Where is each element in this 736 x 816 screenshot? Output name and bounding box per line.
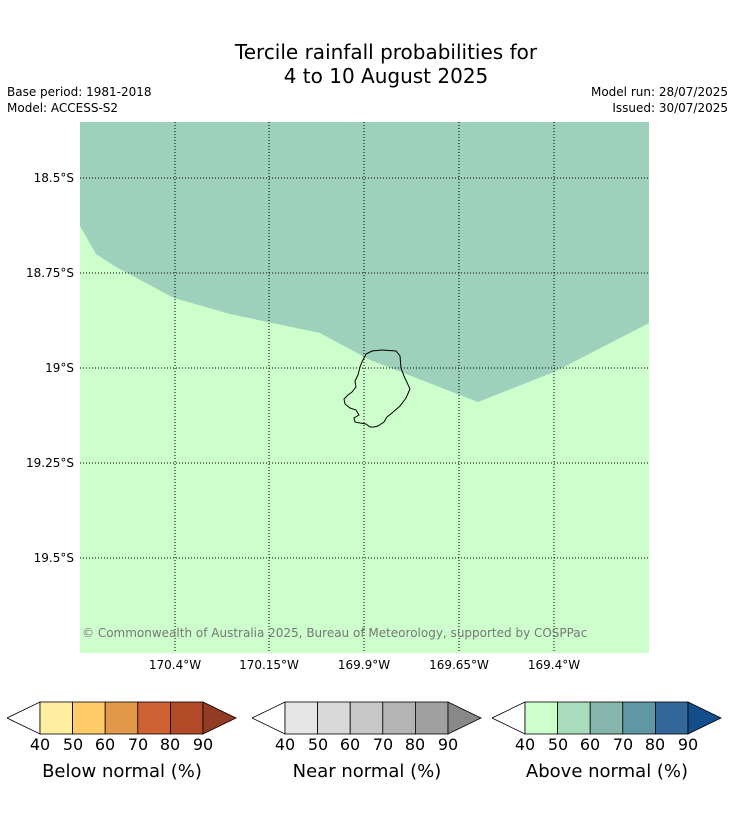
cb-below-tick-70: 70	[127, 735, 149, 754]
cb-below-tick-80: 80	[159, 735, 181, 754]
cb-above-tick-60: 60	[579, 735, 601, 754]
colorbar-swatch	[137, 701, 171, 735]
colorbar-swatch	[169, 701, 204, 735]
cb-near-label: Near normal (%)	[292, 761, 442, 782]
lat-label-18-75: 18.75°S	[26, 266, 74, 280]
cb-above-tick-90: 90	[677, 735, 699, 754]
colorbar-swatch	[654, 701, 689, 735]
colorbar-swatch	[317, 701, 351, 735]
colorbar-over-triangle	[202, 701, 237, 735]
lat-label-19-5: 19.5°S	[33, 551, 74, 565]
lat-label-19: 19°S	[45, 361, 74, 375]
cb-near-tick-40: 40	[274, 735, 296, 754]
colorbar-swatch	[72, 701, 106, 735]
cb-below-tick-60: 60	[94, 735, 116, 754]
lon-label-170-4: 170.4°W	[148, 658, 202, 672]
colorbar-swatch	[414, 701, 449, 735]
colorbar-below-normal-swatches	[6, 701, 237, 735]
cb-near-tick-80: 80	[404, 735, 426, 754]
colorbar-swatch	[104, 701, 139, 735]
colorbar-swatch	[39, 701, 73, 735]
lat-label-18-5: 18.5°S	[33, 171, 74, 185]
cb-below-label: Below normal (%)	[42, 761, 202, 782]
lon-label-169-4: 169.4°W	[527, 658, 581, 672]
map-panel: © Commonwealth of Australia 2025, Bureau…	[80, 122, 649, 653]
colorbar-near-normal: 40 50 60 70 80 90 Near normal (%)	[251, 700, 482, 790]
lon-label-169-65: 169.65°W	[429, 658, 489, 672]
above-normal-60-70-region	[80, 122, 649, 402]
colorbar-above-normal: 40 50 60 70 80 90 Above normal (%)	[491, 700, 722, 790]
colorbar-over-triangle	[687, 701, 722, 735]
cb-above-tick-40: 40	[514, 735, 536, 754]
lat-label-19-25: 19.25°S	[26, 456, 74, 470]
model-text: Model: ACCESS-S2	[7, 101, 119, 115]
colorbar-swatch	[382, 701, 416, 735]
cb-above-tick-70: 70	[612, 735, 634, 754]
map-title-line-2: 4 to 10 August 2025	[283, 64, 489, 88]
cb-near-tick-70: 70	[372, 735, 394, 754]
colorbar-swatch	[524, 701, 558, 735]
gridlines	[80, 122, 649, 653]
model-run-text: Model run: 28/07/2025	[590, 85, 728, 99]
colorbar-under-triangle	[251, 701, 286, 735]
base-period-text: Base period: 1981-2018	[7, 85, 152, 99]
colorbar-swatch	[284, 701, 318, 735]
cb-above-tick-80: 80	[644, 735, 666, 754]
lon-label-170-15: 170.15°W	[239, 658, 299, 672]
colorbar-over-triangle	[447, 701, 482, 735]
cb-below-tick-40: 40	[29, 735, 51, 754]
lon-label-169-9: 169.9°W	[337, 658, 391, 672]
cb-near-tick-50: 50	[307, 735, 329, 754]
cb-below-tick-90: 90	[192, 735, 214, 754]
colorbar-swatch	[589, 701, 624, 735]
niue-island-coastline	[343, 349, 411, 428]
issued-text: Issued: 30/07/2025	[612, 101, 728, 115]
colorbar-above-normal-swatches	[491, 701, 722, 735]
cb-near-tick-90: 90	[437, 735, 459, 754]
colorbar-swatch	[349, 701, 384, 735]
map-title-line-1: Tercile rainfall probabilities for	[234, 40, 538, 64]
cb-above-label: Above normal (%)	[525, 761, 689, 782]
colorbar-under-triangle	[491, 701, 526, 735]
colorbar-below-normal: 40 50 60 70 80 90 Below normal (%)	[6, 700, 237, 790]
colorbar-near-normal-swatches	[251, 701, 482, 735]
cb-near-tick-60: 60	[339, 735, 361, 754]
cb-above-tick-50: 50	[547, 735, 569, 754]
map-canvas	[80, 122, 649, 653]
colorbar-under-triangle	[6, 701, 41, 735]
colorbar-swatch	[622, 701, 656, 735]
colorbar-swatch	[557, 701, 591, 735]
cb-below-tick-50: 50	[62, 735, 84, 754]
copyright-text: © Commonwealth of Australia 2025, Bureau…	[82, 626, 588, 640]
